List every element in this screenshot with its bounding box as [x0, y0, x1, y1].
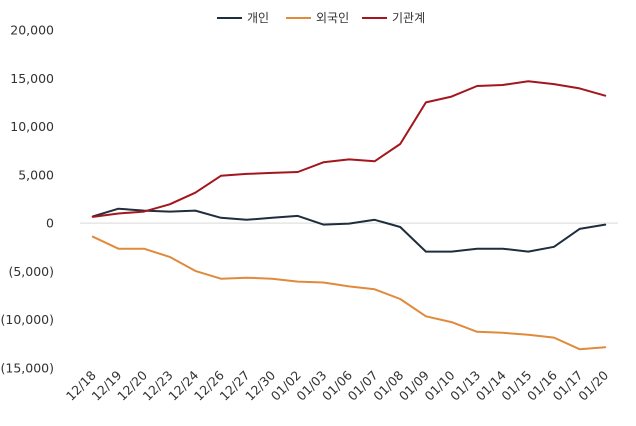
x-tick-label: 01/20: [575, 367, 611, 403]
legend-label: 개인: [247, 11, 269, 25]
series-line-1: [91, 235, 607, 351]
y-axis: 20,000 15,000 10,000 5,000 0 (5,000) (10,000) (…: [1, 23, 55, 376]
series-line-2: [91, 80, 607, 218]
y-tick-label: 5,000: [18, 167, 54, 182]
x-axis: 12/1812/1912/2012/2312/2412/2612/2712/30…: [63, 367, 611, 403]
y-tick-label: (10,000): [1, 312, 55, 327]
legend: 개인 외국인 기관계: [217, 11, 425, 25]
legend-label: 외국인: [316, 11, 349, 25]
y-tick-label: 20,000: [10, 23, 54, 38]
legend-label: 기관계: [392, 11, 425, 25]
y-tick-label: 15,000: [10, 71, 54, 86]
series-lines: [91, 80, 607, 351]
y-tick-label: (15,000): [1, 361, 55, 376]
y-tick-label: 10,000: [10, 119, 54, 134]
series-line-0: [91, 207, 607, 253]
y-tick-label: (5,000): [8, 264, 54, 279]
y-tick-label: 0: [46, 216, 54, 231]
